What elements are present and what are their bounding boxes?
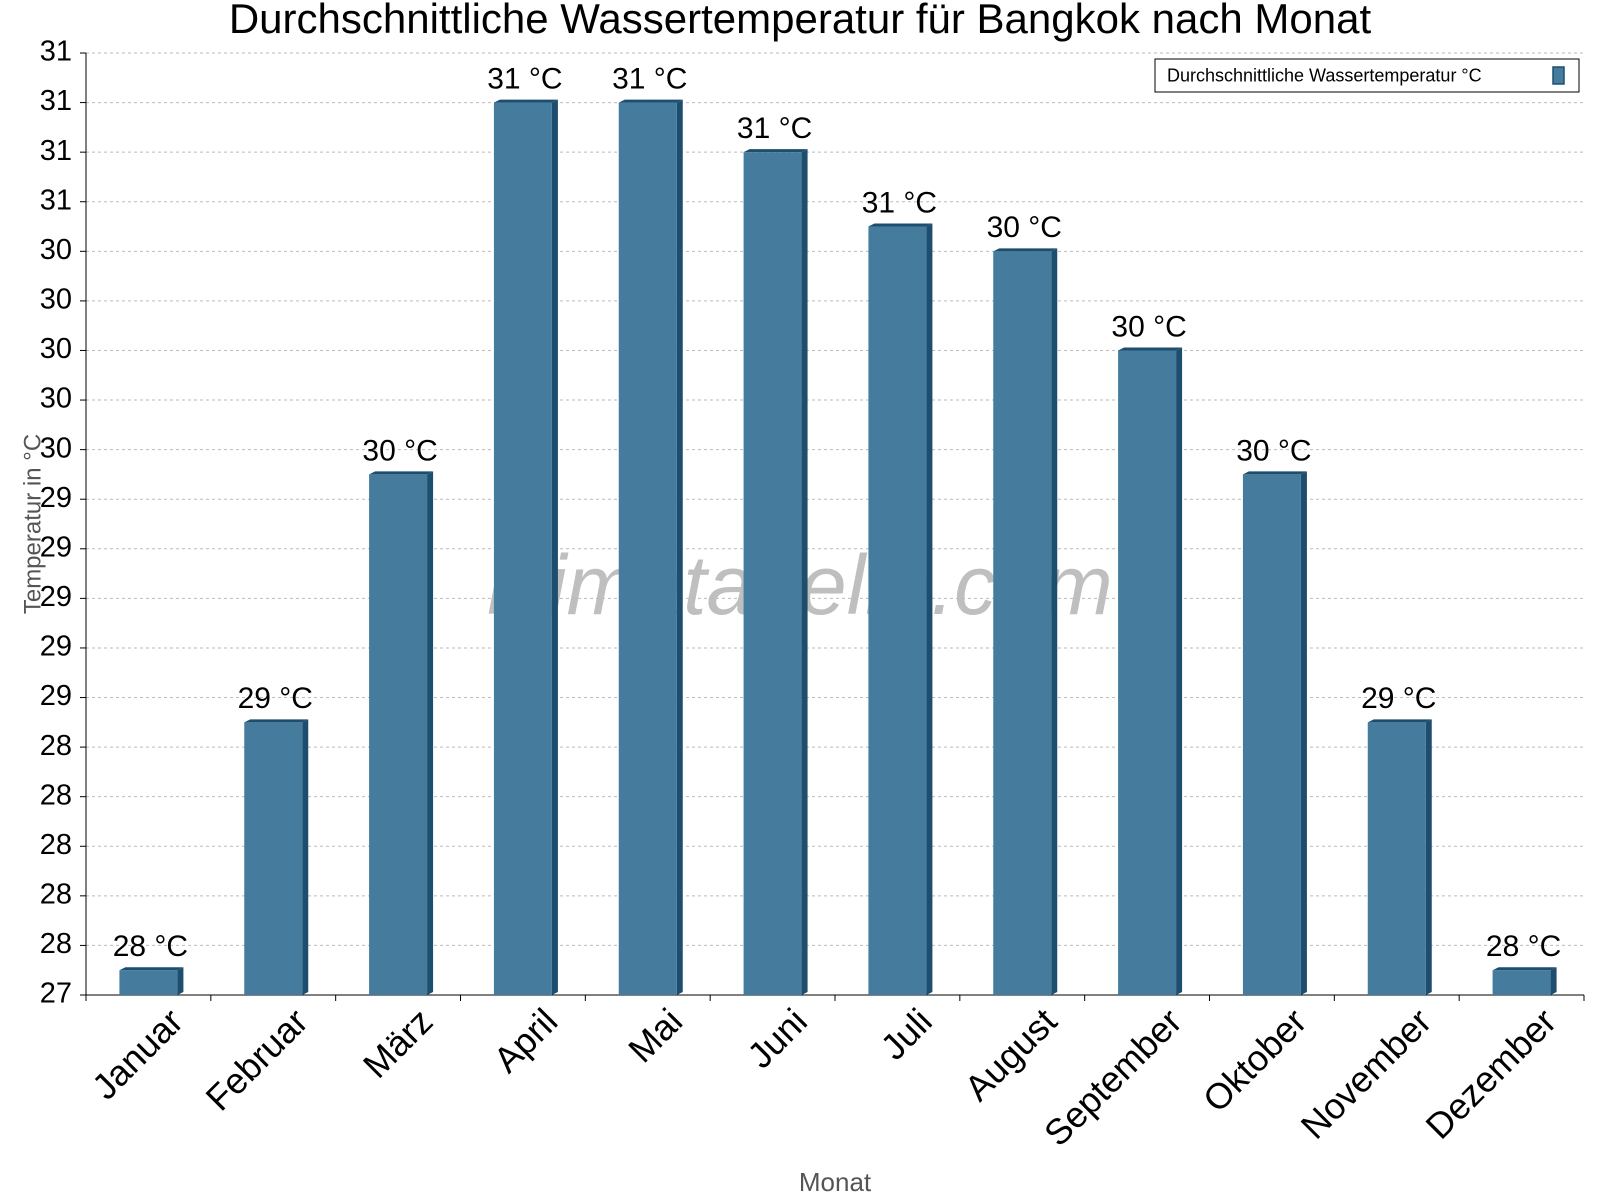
y-tick-label: 31 [40,36,72,68]
data-label: 29 °C [238,682,313,715]
data-label: 31 °C [737,112,812,145]
bar-side [551,99,558,995]
x-tick-label: Dezember [1418,1000,1564,1146]
y-tick-label: 30 [40,234,72,266]
legend-swatch [1552,66,1565,85]
bar-top [244,719,309,723]
y-tick-label: 31 [40,184,72,216]
y-tick-label: 28 [40,779,72,811]
bar-side [1425,719,1432,995]
bar-top [1492,967,1557,971]
y-tick-label: 27 [40,978,72,1010]
bar-top [1242,471,1307,475]
bar-side [1051,248,1058,995]
bar [743,152,802,995]
bar-side [1300,471,1307,996]
data-label: 28 °C [1486,930,1561,963]
data-label: 30 °C [987,211,1062,244]
bar-top [119,967,184,971]
bar [618,102,677,995]
bar-side [926,223,933,996]
bar-side [801,149,808,995]
chart-title: Durchschnittliche Wassertemperatur für B… [229,0,1372,42]
bar-top [743,149,808,153]
bar-top [493,99,558,103]
bar [119,970,178,995]
bar-top [618,99,683,103]
y-tick-label: 28 [40,878,72,910]
x-tick-label: Juni [739,1000,815,1076]
data-label: 29 °C [1361,682,1436,715]
bar [369,474,428,996]
y-tick-label: 29 [40,531,72,563]
y-axis-title: Temperatur in °C [19,434,46,614]
bar [1492,970,1551,995]
x-tick-label: September [1036,1000,1190,1154]
data-label: 31 °C [487,63,562,96]
x-tick-label: Februar [198,1000,316,1118]
y-tick-label: 29 [40,482,72,514]
y-tick-label: 28 [40,928,72,960]
y-tick-label: 28 [40,730,72,762]
y-tick-label: 30 [40,383,72,415]
data-label: 30 °C [1111,310,1186,343]
bar-top [993,248,1058,252]
x-tick-label: Juli [873,1000,940,1067]
x-tick-label: August [956,1000,1064,1108]
y-tick-label: 28 [40,829,72,861]
bar-side [676,99,683,995]
data-label: 28 °C [113,930,188,963]
bar-side [302,719,309,995]
bar-top [1367,719,1432,723]
data-label: 30 °C [1236,434,1311,467]
y-tick-label: 30 [40,333,72,365]
bar-side [1550,967,1557,995]
bar [244,722,303,995]
bar-top [369,471,434,475]
x-tick-label: März [355,1000,441,1086]
bar [1242,474,1301,996]
y-tick-label: 31 [40,135,72,167]
x-tick-label: November [1293,1000,1439,1146]
legend-box [1154,58,1580,93]
bar [1118,350,1177,995]
bar-side [177,967,184,995]
y-tick-label: 29 [40,581,72,613]
data-label: 30 °C [362,434,437,467]
bar [993,251,1052,995]
y-tick-label: 29 [40,680,72,712]
legend-label: Durchschnittliche Wassertemperatur °C [1167,65,1482,85]
bar-side [1176,347,1183,995]
x-axis-title: Monat [799,1167,872,1197]
x-tick-label: April [485,1000,565,1080]
y-tick-label: 30 [40,284,72,316]
bar [868,226,927,996]
bar-top [1118,347,1183,351]
x-tick-label: Mai [620,1000,690,1070]
bar-side [427,471,434,996]
y-tick-label: 31 [40,85,72,117]
data-label: 31 °C [862,186,937,219]
y-tick-label: 30 [40,432,72,464]
data-label: 31 °C [612,63,687,96]
y-tick-label: 29 [40,631,72,663]
bar-top [868,223,933,227]
x-tick-label: Januar [84,1000,191,1107]
x-tick-label: Oktober [1195,1000,1315,1120]
bar [1367,722,1426,995]
bar [493,102,552,995]
